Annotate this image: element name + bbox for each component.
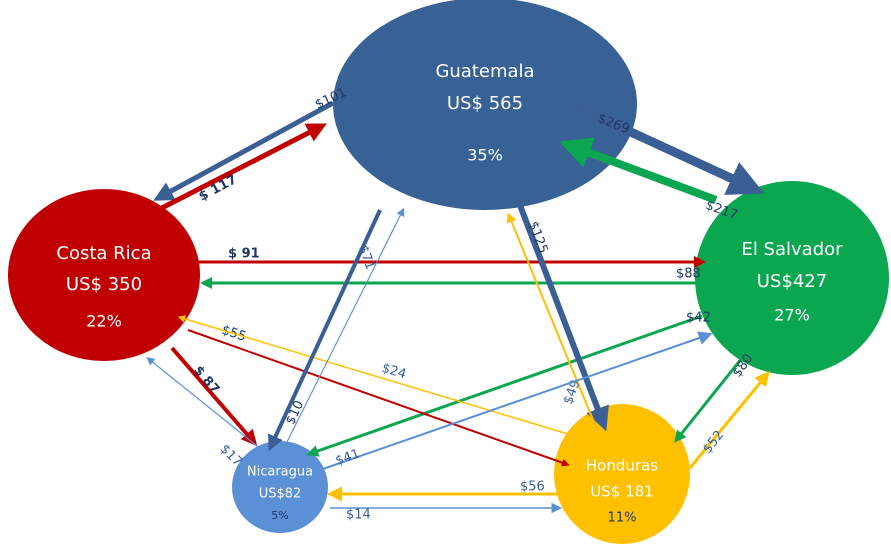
flow-arrow <box>146 356 263 451</box>
country-share: 11% <box>608 511 637 526</box>
country-node <box>695 181 889 375</box>
flow-label: $125 <box>525 219 550 255</box>
country-node <box>554 404 690 544</box>
flow-arrow <box>515 198 609 432</box>
flow-label: $ 87 <box>190 363 222 397</box>
flow-arrow <box>268 209 382 452</box>
flow-arrow <box>688 371 770 469</box>
flow-label: $88 <box>676 267 701 282</box>
flow-label: $42 <box>686 311 711 326</box>
country-value: US$82 <box>259 487 302 502</box>
country-node <box>232 441 328 533</box>
flow-label: $24 <box>380 361 408 383</box>
country-name: Costa Rica <box>56 243 151 264</box>
flow-label: $14 <box>346 508 371 523</box>
country-name: Honduras <box>586 457 658 475</box>
country-share: 5% <box>271 509 288 522</box>
flow-label: $56 <box>520 480 545 495</box>
country-share: 22% <box>86 312 122 331</box>
flow-arrow <box>170 346 258 447</box>
flow-arrow <box>177 315 589 441</box>
flow-arrow <box>306 314 703 457</box>
flow-label: $41 <box>333 446 361 469</box>
flow-label: $10 <box>283 398 307 427</box>
flow-arrow <box>187 329 570 467</box>
flow-arrow <box>153 100 335 201</box>
country-share: 35% <box>467 146 503 165</box>
country-value: US$ 350 <box>66 274 142 295</box>
flow-arrow <box>284 207 405 447</box>
flow-arrow <box>506 212 599 433</box>
flow-label: $71 <box>355 243 378 271</box>
flow-arrow <box>319 331 713 471</box>
country-name: Nicaragua <box>247 465 313 480</box>
country-share: 27% <box>774 306 810 325</box>
country-node <box>8 189 200 361</box>
country-value: US$ 565 <box>447 93 523 114</box>
flow-arrow <box>568 99 765 195</box>
flow-label: $ 91 <box>228 247 260 262</box>
country-value: US$427 <box>757 271 827 292</box>
country-name: Guatemala <box>435 61 534 82</box>
flow-arrow <box>559 137 718 204</box>
flow-arrow <box>148 123 327 217</box>
flow-arrow <box>674 357 744 443</box>
country-value: US$ 181 <box>590 483 653 501</box>
country-name: El Salvador <box>741 239 843 260</box>
